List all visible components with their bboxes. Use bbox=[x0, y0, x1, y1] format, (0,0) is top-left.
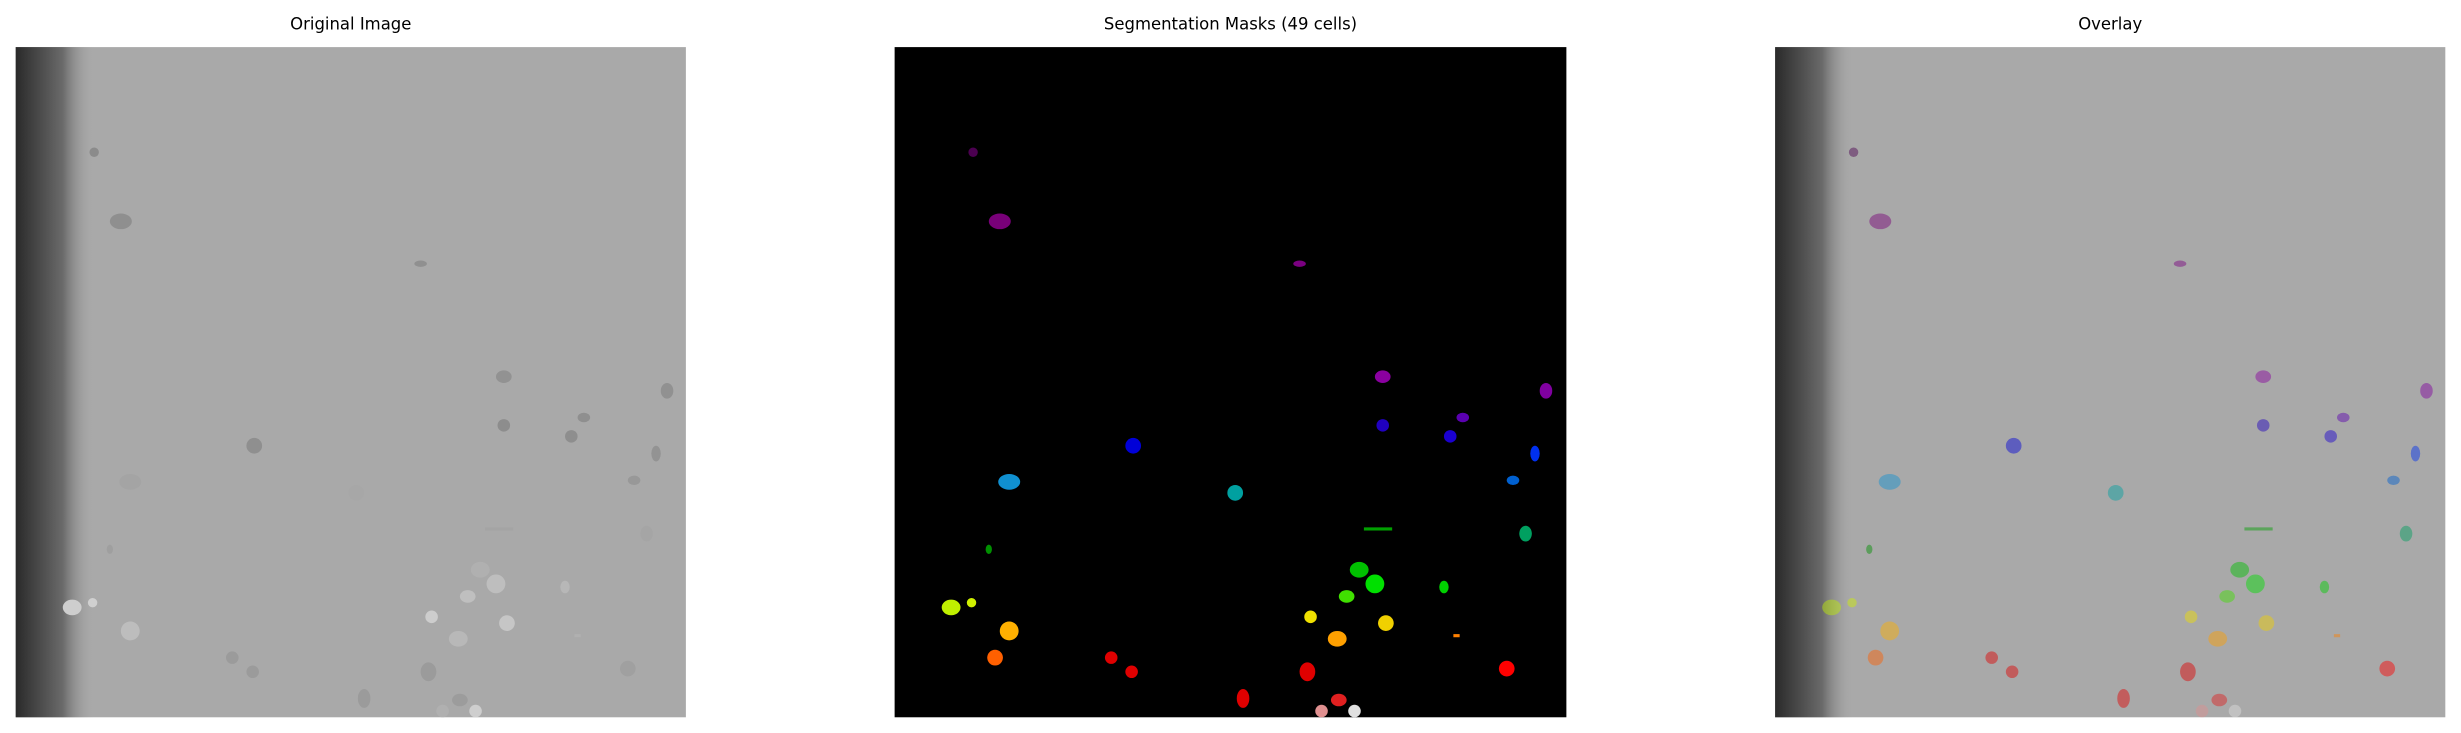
image-edge bbox=[15, 47, 95, 718]
overlay-panel: Overlay bbox=[1775, 15, 2446, 718]
image bbox=[894, 47, 1567, 718]
panel-title: Segmentation Masks (49 cells) bbox=[1104, 15, 1357, 34]
mask-panel: Segmentation Masks (49 cells) bbox=[894, 15, 1567, 718]
image-edge bbox=[1775, 47, 1854, 718]
image bbox=[15, 47, 686, 718]
panel-title: Original Image bbox=[290, 15, 411, 34]
image bbox=[1775, 47, 2446, 718]
panel-title: Overlay bbox=[2078, 15, 2142, 34]
original-panel: Original Image bbox=[15, 15, 686, 718]
